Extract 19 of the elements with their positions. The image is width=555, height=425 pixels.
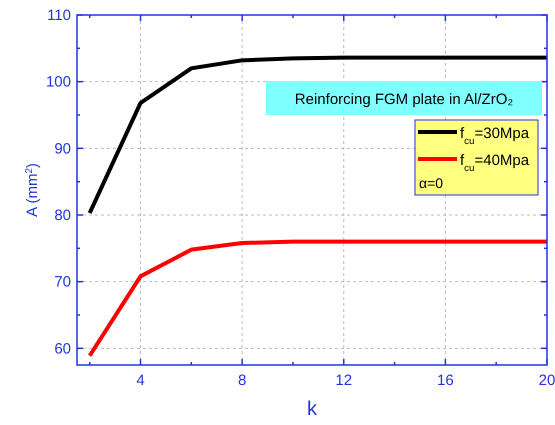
line-series bbox=[88, 56, 547, 215]
x-tick-label: 8 bbox=[238, 372, 246, 389]
annotation: α=0 bbox=[419, 175, 444, 191]
note-box: Reinforcing FGM plate in Al/ZrO₂ bbox=[266, 81, 542, 115]
y-tick-label: 110 bbox=[47, 7, 71, 24]
y-tick-label: 90 bbox=[54, 140, 71, 158]
y-tick-label: 60 bbox=[54, 340, 71, 358]
legend-label: f$_{cu}$=40Mpa bbox=[460, 152, 530, 174]
x-tick-label: 16 bbox=[437, 372, 454, 389]
y-tick-label: 80 bbox=[54, 207, 71, 224]
line-series bbox=[88, 240, 547, 358]
x-tick-label: 20 bbox=[538, 372, 555, 389]
legend-label: f$_{cu}$=30Mpa bbox=[460, 125, 530, 146]
x-tick-label: 4 bbox=[136, 372, 145, 389]
x-tick-label: 12 bbox=[335, 372, 352, 389]
annotation: Reinforcing FGM plate in Al/ZrO₂ bbox=[294, 91, 514, 108]
y-tick-label: 70 bbox=[54, 274, 71, 291]
y-tick-label: 100 bbox=[46, 74, 71, 91]
x-axis-title: k bbox=[307, 398, 318, 420]
